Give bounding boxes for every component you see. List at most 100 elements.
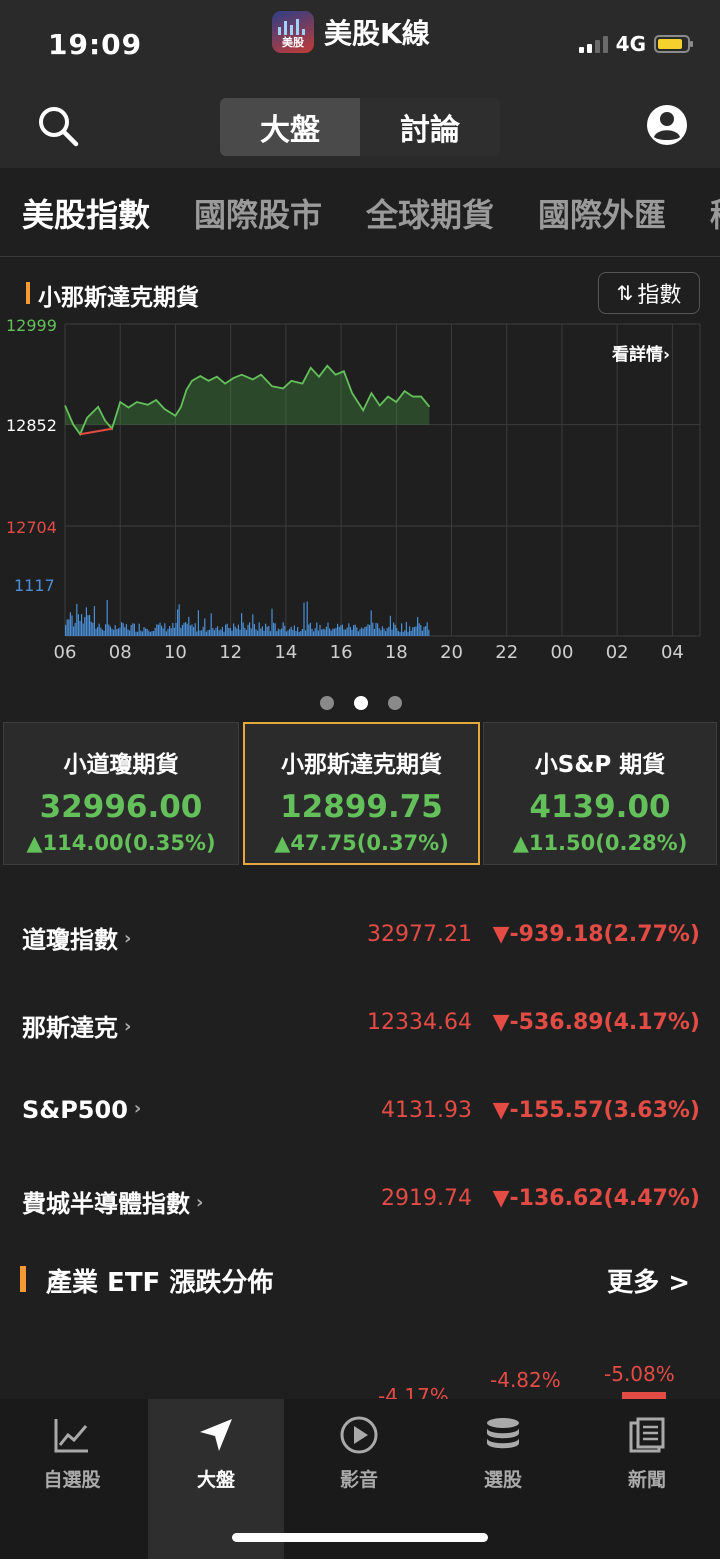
volume-bar bbox=[428, 629, 430, 636]
volume-bar bbox=[76, 603, 78, 636]
x-tick-label: 08 bbox=[109, 642, 132, 663]
x-tick-label: 22 bbox=[495, 642, 518, 663]
volume-bar bbox=[183, 622, 185, 636]
volume-bar bbox=[193, 626, 195, 636]
index-row-sp500[interactable]: S&P500 › 4131.93 ▼-155.57(3.63%) bbox=[0, 1078, 720, 1148]
volume-bar bbox=[353, 625, 355, 636]
nav-screener[interactable]: 選股 bbox=[431, 1399, 575, 1559]
volume-bar bbox=[188, 616, 190, 636]
index-toggle-button[interactable]: ⇅ 指數 bbox=[598, 272, 700, 314]
volume-bar bbox=[233, 623, 235, 636]
volume-bar bbox=[253, 624, 255, 636]
volume-bar bbox=[149, 631, 151, 636]
user-profile-icon[interactable] bbox=[646, 104, 688, 146]
volume-bar bbox=[175, 623, 177, 636]
index-row-dow[interactable]: 道瓊指數 › 32977.21 ▼-939.18(2.77%) bbox=[0, 902, 720, 972]
volume-bar bbox=[165, 631, 167, 636]
volume-bar bbox=[378, 628, 380, 636]
tab-more-partial[interactable]: 稀 bbox=[710, 190, 720, 236]
chart-grid bbox=[64, 323, 701, 637]
volume-bar bbox=[85, 607, 87, 636]
volume-bar bbox=[295, 631, 297, 636]
y-label-high: 12999 bbox=[6, 316, 57, 335]
volume-bar bbox=[199, 630, 201, 636]
volume-bar bbox=[101, 629, 103, 636]
volume-bar bbox=[173, 627, 175, 636]
signal-icon bbox=[578, 35, 608, 53]
volume-bar bbox=[257, 630, 259, 636]
volume-bar bbox=[377, 623, 379, 636]
index-row-sox[interactable]: 費城半導體指數 › 2919.74 ▼-136.62(4.47%) bbox=[0, 1166, 720, 1236]
volume-bar bbox=[397, 631, 399, 636]
volume-bar bbox=[204, 618, 206, 636]
volume-bar bbox=[196, 631, 198, 636]
volume-bar bbox=[327, 622, 329, 636]
volume-bar bbox=[385, 631, 387, 636]
tab-global-futures[interactable]: 全球期貨 bbox=[366, 196, 495, 234]
futures-card-sp[interactable]: 小S&P 期貨 4139.00 ▲11.50(0.28%) bbox=[483, 722, 717, 865]
volume-bar bbox=[388, 626, 390, 636]
index-row-nasdaq[interactable]: 那斯達克 › 12334.64 ▼-536.89(4.17%) bbox=[0, 990, 720, 1060]
app-logo: 美股 bbox=[272, 11, 314, 53]
volume-bar bbox=[348, 623, 350, 636]
detail-link[interactable]: 看詳情› bbox=[611, 344, 670, 365]
nav-video[interactable]: 影音 bbox=[287, 1399, 431, 1559]
volume-bar bbox=[77, 614, 79, 636]
etf-more-link[interactable]: 更多 > bbox=[607, 1268, 690, 1298]
volume-bar bbox=[412, 627, 414, 636]
search-icon[interactable] bbox=[36, 104, 80, 148]
volume-bar bbox=[321, 629, 323, 636]
volume-bar bbox=[68, 619, 70, 636]
tab-forex[interactable]: 國際外匯 bbox=[538, 196, 667, 234]
volume-bar bbox=[369, 624, 371, 636]
volume-bar bbox=[255, 629, 257, 636]
nav-market[interactable]: 大盤 bbox=[148, 1399, 284, 1559]
volume-bar bbox=[106, 599, 108, 636]
nav-news[interactable]: 新聞 bbox=[575, 1399, 719, 1559]
page-dot-3[interactable] bbox=[388, 696, 402, 710]
section-accent-bar bbox=[20, 1266, 26, 1292]
segment-discussion-button[interactable]: 討論 bbox=[400, 113, 460, 148]
section-accent-bar bbox=[26, 282, 30, 304]
app-title-group: 美股 美股K線 bbox=[272, 10, 430, 54]
volume-bar bbox=[153, 630, 155, 636]
futures-card-value: 32996.00 bbox=[39, 789, 203, 825]
volume-bar bbox=[271, 608, 273, 636]
volume-bar bbox=[393, 622, 395, 636]
page-dot-1[interactable] bbox=[320, 696, 334, 710]
nav-watchlist[interactable]: 自選股 bbox=[0, 1399, 144, 1559]
page-dot-2[interactable] bbox=[354, 696, 368, 710]
volume-bar bbox=[354, 624, 356, 636]
x-tick-label: 02 bbox=[606, 642, 629, 663]
etf-bar-value: -4.82% bbox=[490, 1368, 561, 1392]
volume-bar bbox=[164, 623, 166, 636]
volume-bar bbox=[415, 626, 417, 636]
volume-bar bbox=[234, 626, 236, 636]
futures-card-nasdaq[interactable]: 小那斯達克期貨 12899.75 ▲47.75(0.37%) bbox=[243, 722, 480, 865]
volume-bar bbox=[367, 624, 369, 636]
volume-bar bbox=[260, 628, 262, 636]
futures-card-value: 12899.75 bbox=[280, 789, 443, 825]
tab-us-indices[interactable]: 美股指數 bbox=[22, 196, 151, 234]
volume-bar bbox=[418, 623, 420, 636]
futures-card-dow[interactable]: 小道瓊期貨 32996.00 ▲114.00(0.35%) bbox=[3, 722, 239, 865]
volume-bar bbox=[287, 630, 289, 636]
play-circle-icon bbox=[340, 1416, 378, 1454]
volume-bar bbox=[402, 631, 404, 636]
futures-card-value: 4139.00 bbox=[529, 789, 671, 825]
volume-bar bbox=[226, 623, 228, 636]
volume-bar bbox=[122, 623, 124, 636]
volume-bar bbox=[124, 627, 126, 636]
index-name: 那斯達克 bbox=[22, 1014, 118, 1042]
segment-market-button[interactable]: 大盤 bbox=[220, 98, 360, 156]
x-tick-label: 10 bbox=[164, 642, 187, 663]
price-chart[interactable]: 看詳情› 06 08 10 12 14 16 18 20 22 00 02 04 bbox=[0, 310, 720, 670]
volume-bar bbox=[308, 624, 310, 636]
volume-bar bbox=[421, 630, 423, 636]
app-title: 美股K線 bbox=[324, 17, 430, 50]
volume-bar bbox=[241, 613, 243, 636]
volume-bar bbox=[375, 622, 377, 636]
nav-label: 自選股 bbox=[43, 1469, 101, 1491]
volume-bar bbox=[145, 628, 147, 636]
tab-international-markets[interactable]: 國際股市 bbox=[194, 196, 323, 234]
